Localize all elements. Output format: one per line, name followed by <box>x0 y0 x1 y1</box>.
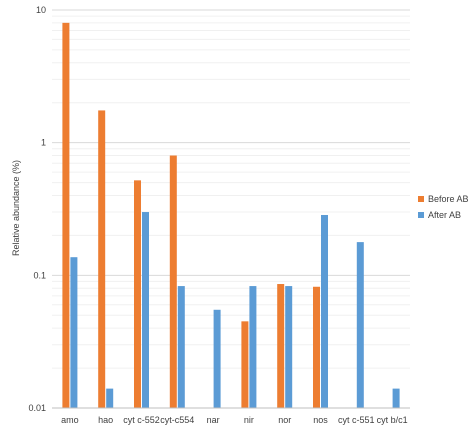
legend-swatch <box>418 196 424 202</box>
bar-before-ab-cyt-c554 <box>169 155 177 408</box>
bar-after-ab-nar <box>213 309 221 408</box>
bar-after-ab-nir <box>249 286 257 408</box>
x-tick-label: nir <box>244 415 254 425</box>
bar-before-ab-nir <box>241 321 249 408</box>
bar-before-ab-amo <box>62 22 70 409</box>
bar-after-ab-cyt-b-c1 <box>392 388 400 408</box>
bars <box>62 22 400 409</box>
bar-after-ab-cyt-c554 <box>177 286 185 408</box>
x-tick-label: cyt c-552 <box>123 415 160 425</box>
x-tick-label: nar <box>207 415 220 425</box>
x-tick-label: hao <box>98 415 113 425</box>
y-tick-label: 10 <box>36 5 46 15</box>
bar-after-ab-hao <box>106 388 114 408</box>
legend: Before AB After AB <box>418 194 469 220</box>
x-tick-label: cyt-c554 <box>160 415 194 425</box>
bar-before-ab-hao <box>98 110 106 409</box>
bar-before-ab-cyt-c-552 <box>134 180 141 408</box>
legend-label: After AB <box>428 210 461 220</box>
y-axis-ticks: 0.01 0.1 1 10 <box>28 5 46 413</box>
x-axis-ticks: amo hao cyt c-552 cyt-c554 nar nir nor nos cyt c… <box>61 415 407 425</box>
y-tick-label: 0.1 <box>33 270 46 280</box>
bar-after-ab-cyt-c-551 <box>356 242 364 408</box>
x-tick-label: amo <box>61 415 79 425</box>
bar-after-ab-nor <box>285 286 293 408</box>
bar-after-ab-cyt-c-552 <box>142 212 149 408</box>
x-tick-label: cyt b/c1 <box>377 415 408 425</box>
y-tick-label: 0.01 <box>28 403 46 413</box>
gridlines <box>52 9 410 409</box>
bar-before-ab-nos <box>313 286 320 408</box>
legend-swatch <box>418 212 424 218</box>
y-axis-title: Relative abundance (%) <box>11 160 21 256</box>
bar-after-ab-amo <box>70 257 78 408</box>
x-tick-label: nor <box>278 415 291 425</box>
x-tick-label: nos <box>313 415 328 425</box>
y-tick-label: 1 <box>41 138 46 148</box>
bar-after-ab-nos <box>321 214 328 408</box>
x-tick-label: cyt c-551 <box>338 415 375 425</box>
legend-label: Before AB <box>428 194 469 204</box>
bar-before-ab-nor <box>277 284 285 408</box>
